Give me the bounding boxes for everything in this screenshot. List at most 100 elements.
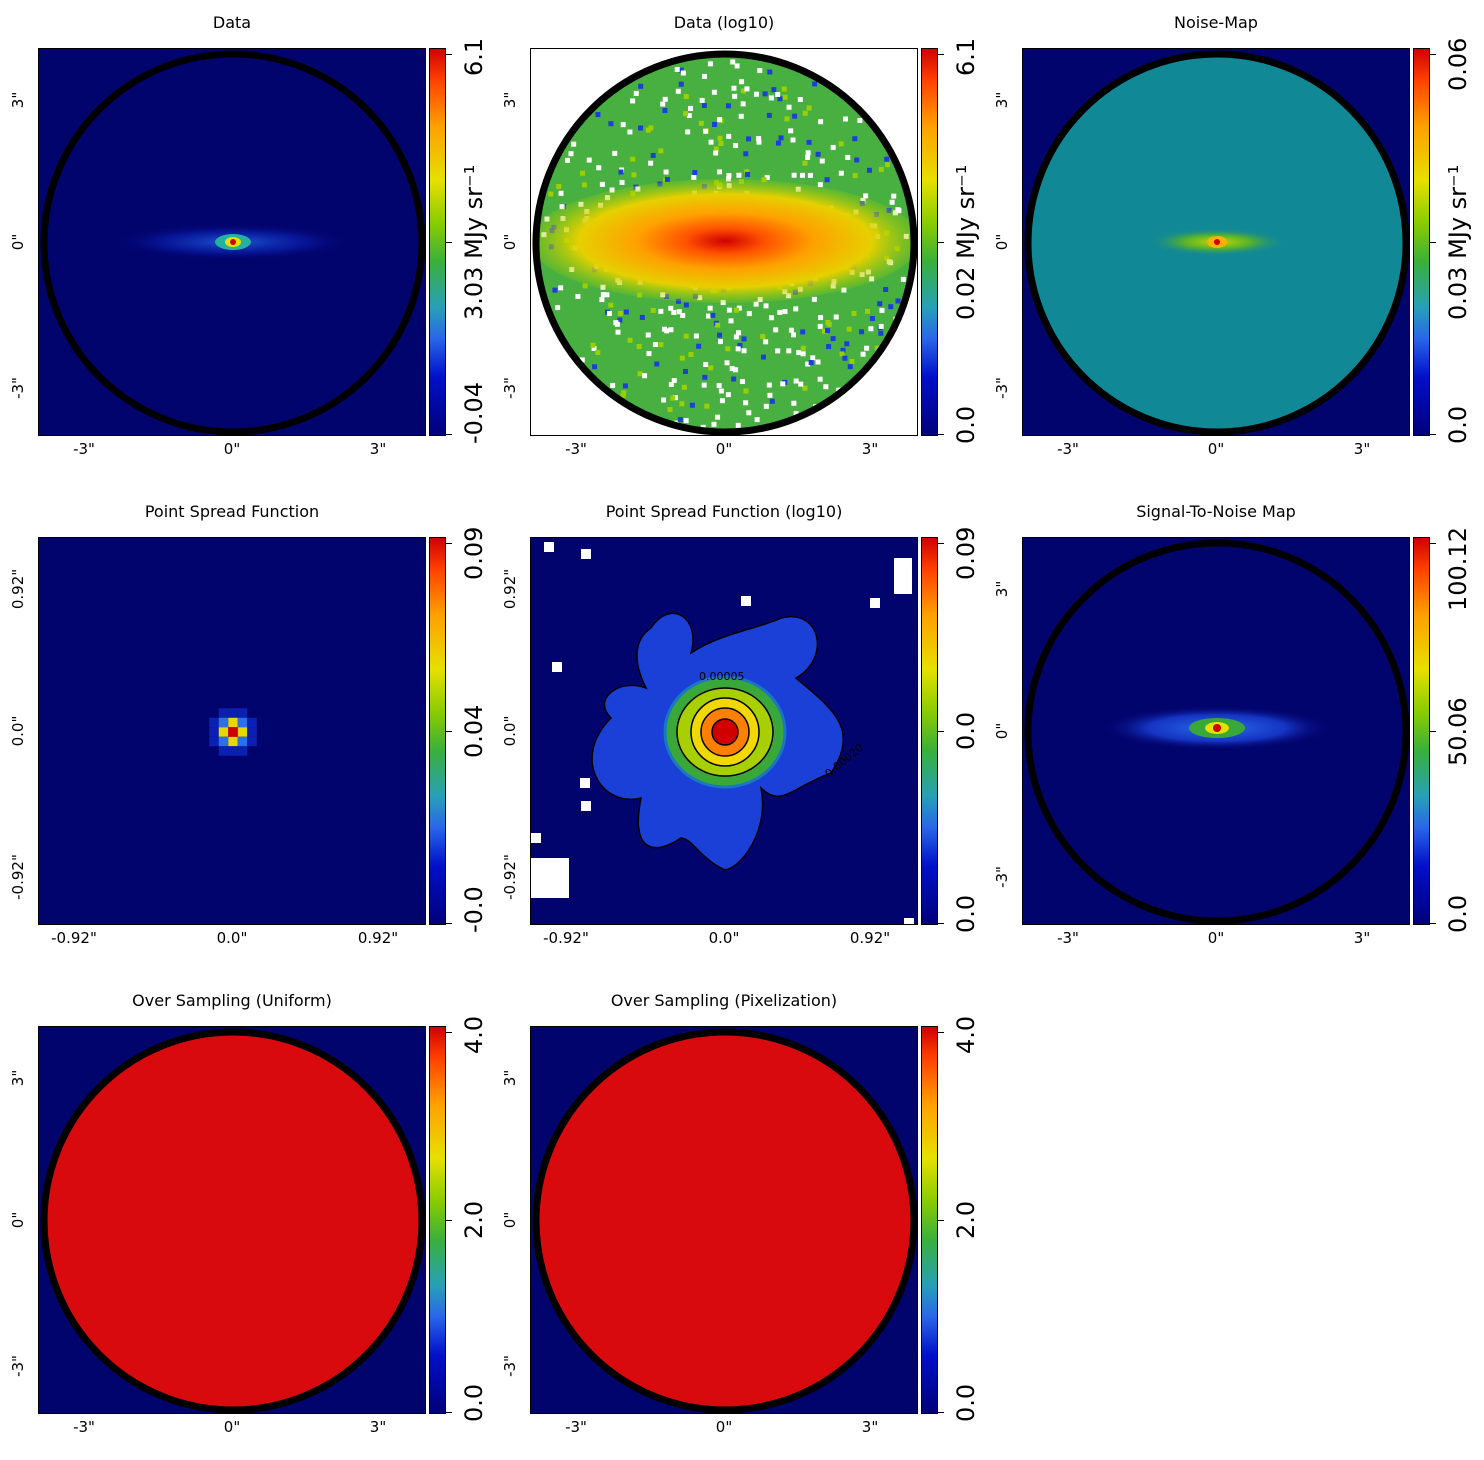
noise-speckle [703,128,709,134]
noise-speckle [711,89,717,95]
noise-speckle [768,95,774,101]
noise-speckle [639,314,645,320]
noise-speckle [833,314,839,320]
colorbar-tick-value: -0.0 [460,886,488,933]
noise-speckle [650,152,656,158]
subplot-title: Noise-Map [1174,13,1258,32]
heatmap-image [38,1026,426,1414]
subplot-title: Data [212,13,252,32]
noise-speckle [693,333,699,339]
noise-speckle [857,117,863,123]
noise-speckle [590,342,596,348]
noise-speckle [896,208,902,214]
y-tick-label: -3" [501,1355,519,1377]
noise-speckle [792,113,798,119]
subplot-title: Point Spread Function (log10) [605,502,843,521]
masked-pixel [552,662,562,672]
colorbar-tick-label: 0.03 MJy sr⁻¹ [1444,164,1472,319]
noise-speckle [609,187,615,193]
colorbar-tick-value: 0.09 [460,526,488,580]
colorbar-tick [938,54,944,55]
noise-speckle [877,301,883,307]
colorbar-tick-label: 2.0 [460,1201,488,1239]
noise-speckle [790,332,796,338]
noise-speckle [676,298,682,304]
y-tick-label: -3" [993,377,1011,399]
masked-pixel [531,858,569,898]
mask-circle [1024,50,1409,435]
masked-pixel [581,549,591,559]
subplot-8: Over Sampling (Pixelization) -3" 0" 3" 3" 0" -… [492,990,980,1460]
noise-speckle [552,287,558,293]
noise-speckle [754,417,760,423]
noise-speckle [548,191,554,197]
y-tick-label: 3" [993,91,1011,109]
heatmap-svg [1024,50,1409,435]
noise-speckle [675,88,681,94]
colorbar-tick-value: 0.0 [460,1383,488,1422]
noise-speckle [708,139,714,145]
psf-pixel [209,727,219,737]
noise-speckle [663,169,669,175]
noise-speckle [571,141,577,147]
noise-speckle [586,157,592,163]
noise-speckle [806,139,812,145]
colorbar-tick [938,1220,944,1221]
colorbar-tick [446,1032,452,1033]
colorbar [429,1026,446,1414]
heatmap-image [38,48,426,436]
noise-speckle [623,309,629,315]
noise-speckle [672,395,678,401]
noise-speckle [744,86,750,92]
noise-speckle [726,172,732,178]
colorbar-tick [446,242,452,243]
colorbar-tick-label: 6.1 [952,38,980,76]
colorbar-tick-label: 0.0 [1444,895,1472,933]
noise-speckle [885,162,891,168]
noise-speckle [734,63,740,69]
colorbar-tick-label: 2.0 [952,1201,980,1239]
noise-speckle [600,292,606,298]
noise-speckle [777,96,783,102]
noise-speckle [701,103,707,109]
noise-speckle [782,94,788,100]
noise-speckle [817,323,823,329]
noise-speckle [717,117,723,123]
noise-speckle [604,292,610,298]
heatmap-image: 0.00005 0.00020 [530,537,918,925]
y-tick-label: 0" [501,233,519,251]
noise-speckle [599,297,605,303]
noise-speckle [823,384,829,390]
colorbar-tick-label: 4.0 [952,1016,980,1054]
noise-speckle [788,327,794,333]
noise-speckle [717,332,723,338]
noise-speckle [724,360,730,366]
noise-speckle [756,139,762,145]
noise-speckle [685,129,691,135]
noise-speckle [627,129,633,135]
noise-speckle [737,342,743,348]
noise-speckle [739,79,745,85]
noise-speckle [736,330,742,336]
psf-peak [711,718,739,746]
psf-pixel [237,717,248,728]
noise-speckle [800,345,806,351]
psf-pixel [228,708,238,718]
noise-speckle [766,112,772,118]
x-tick-label: 3" [861,1418,879,1436]
noise-speckle [645,332,651,338]
colorbar-tick-label: 0.02 MJy sr⁻¹ [952,164,980,319]
colorbar-tick-value: 0.0 [1444,405,1472,444]
x-tick-label: -0.92" [543,929,589,947]
noise-speckle [688,352,694,358]
y-tick-label: -0.92" [9,854,27,900]
noise-speckle [805,154,811,160]
y-tick-label: -3" [993,866,1011,888]
x-tick-label: 3" [369,440,387,458]
noise-speckle [878,330,884,336]
noise-speckle [769,398,775,404]
noise-speckle [732,93,738,99]
x-tick-label: 0" [223,1418,241,1436]
colorbar-tick [1430,923,1436,924]
noise-speckle [638,125,644,131]
